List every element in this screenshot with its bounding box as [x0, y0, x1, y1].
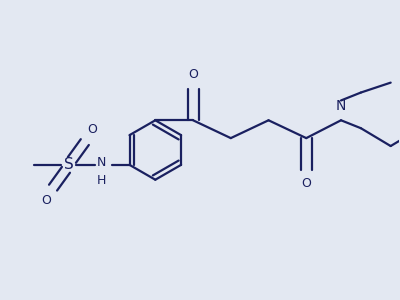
- Text: O: O: [87, 123, 97, 136]
- Text: N: N: [336, 99, 346, 113]
- Text: H: H: [97, 174, 106, 187]
- Text: O: O: [301, 177, 311, 190]
- Text: O: O: [41, 194, 51, 207]
- Text: N: N: [97, 156, 106, 170]
- Text: O: O: [188, 68, 198, 81]
- Text: S: S: [64, 158, 74, 172]
